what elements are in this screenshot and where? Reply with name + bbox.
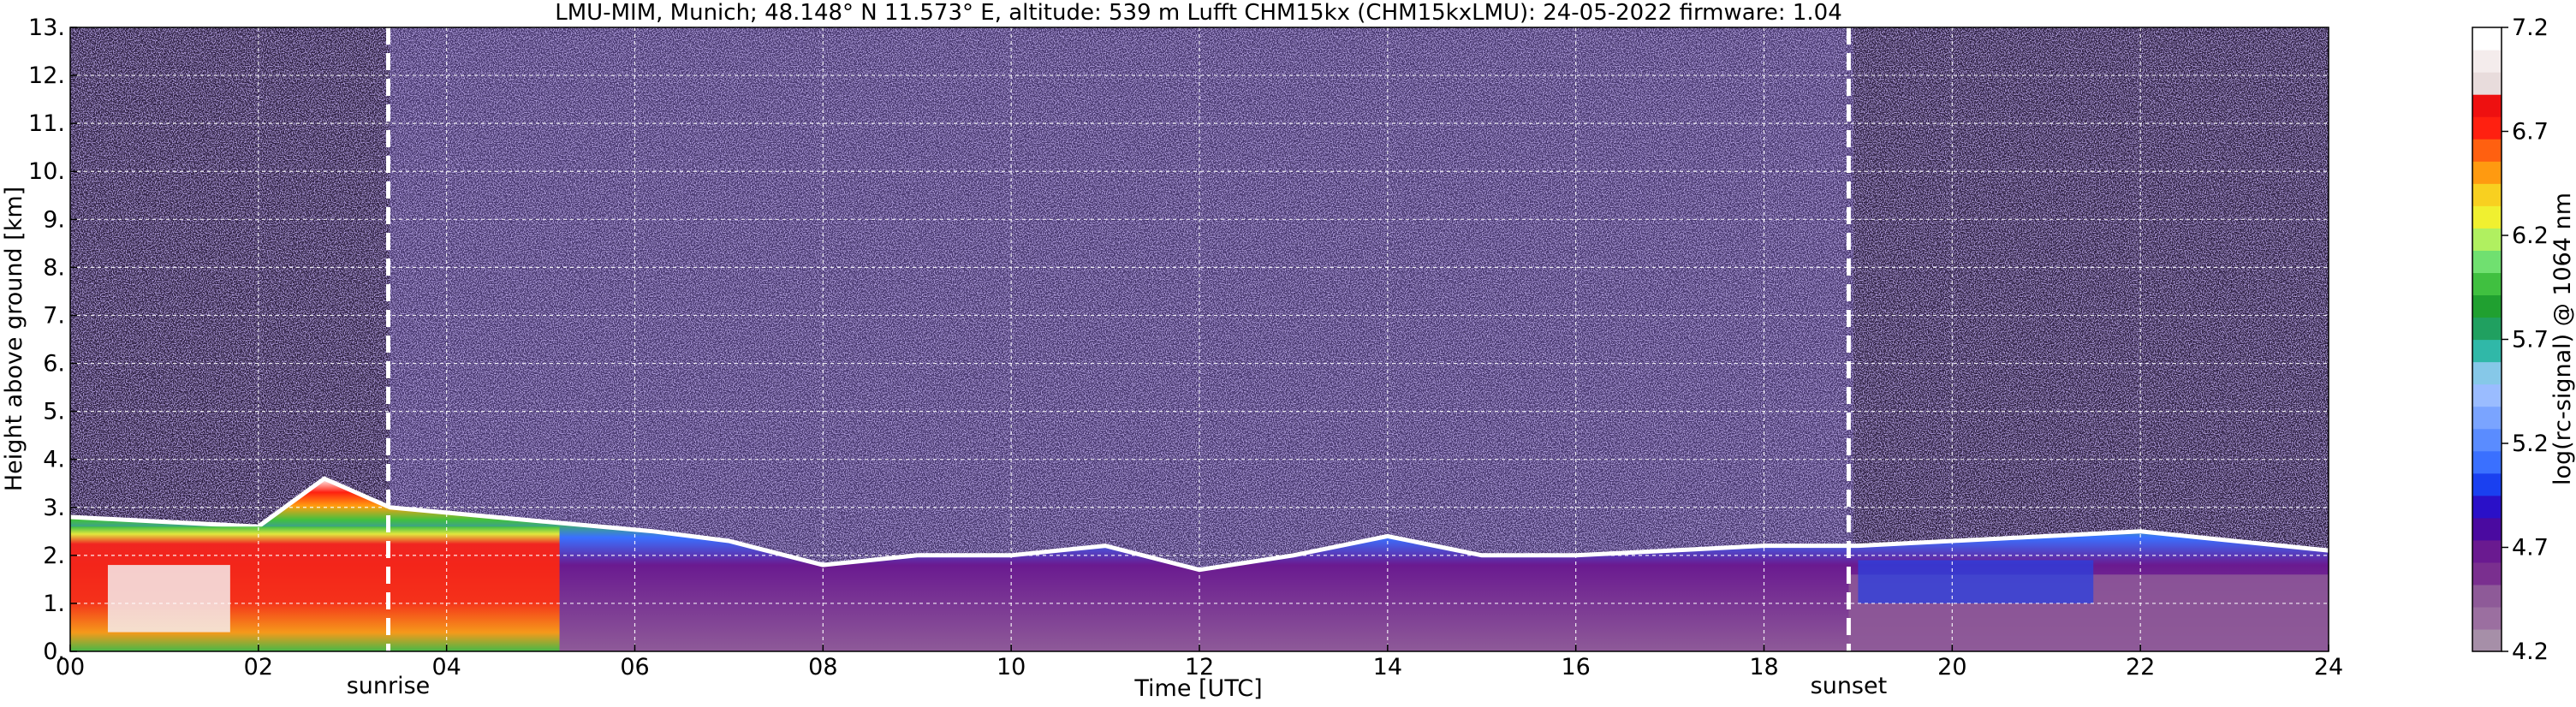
colorbar-tick-label: 6.2 <box>2512 223 2549 249</box>
y-axis-ticks: 0. 1. 2. 3. 4. 5. 6. 7. 8. 9. 10. 11. 12. 13. <box>28 15 77 665</box>
x-tick-label: 02 <box>244 654 273 680</box>
y-tick-label: 7. <box>43 302 65 329</box>
y-tick-label: 2. <box>43 543 65 569</box>
x-tick-label: 10 <box>996 654 1026 680</box>
boundary-layer-signal <box>70 478 2329 651</box>
y-tick-label: 9. <box>43 206 65 233</box>
colorbar-swatch <box>2472 228 2502 251</box>
y-tick-label: 13. <box>28 15 65 41</box>
colorbar-swatch <box>2472 72 2502 95</box>
x-tick-label: 04 <box>431 654 461 680</box>
sun-markers: sunrise sunset <box>347 27 1887 699</box>
grid <box>70 27 2329 651</box>
colorbar-tick-label: 5.2 <box>2512 431 2549 457</box>
sun-marker-label: sunset <box>1811 673 1888 699</box>
colorbar-tick-label: 7.2 <box>2512 15 2549 41</box>
x-tick-label: 14 <box>1373 654 1402 680</box>
morning-cloud-patch <box>107 565 230 633</box>
x-tick-label: 16 <box>1561 654 1590 680</box>
colorbar-swatch <box>2472 183 2502 206</box>
y-tick-label: 4. <box>43 447 65 473</box>
colorbar-tick-label: 4.7 <box>2512 535 2549 561</box>
colorbar-label: log(rc-signal) @ 1064 nm <box>2549 193 2576 485</box>
y-tick-label: 1. <box>43 591 65 617</box>
colorbar-swatch <box>2472 561 2502 585</box>
colorbar-swatch <box>2472 116 2502 140</box>
colorbar-swatch <box>2472 94 2502 117</box>
y-tick-label: 6. <box>43 351 65 377</box>
colorbar-swatch <box>2472 294 2502 318</box>
colorbar-swatch <box>2472 450 2502 474</box>
colorbar-swatch <box>2472 317 2502 341</box>
colorbar-swatch <box>2472 495 2502 519</box>
y-axis-label: Height above ground [km] <box>1 187 27 491</box>
x-axis-ticks: 00 02 04 06 08 10 12 14 16 18 20 22 24 <box>56 645 2343 680</box>
colorbar-swatch <box>2472 161 2502 184</box>
x-tick-label: 12 <box>1185 654 1214 680</box>
chart-title: LMU-MIM, Munich; 48.148° N 11.573° E, al… <box>555 0 1841 26</box>
night-aerosol-layer <box>1858 560 2094 603</box>
x-tick-label: 18 <box>1749 654 1778 680</box>
x-tick-label: 20 <box>1937 654 1966 680</box>
colorbar-swatch <box>2472 27 2502 50</box>
colorbar-swatch <box>2472 250 2502 273</box>
colorbar-swatch <box>2472 606 2502 630</box>
y-tick-label: 11. <box>28 110 65 137</box>
y-tick-label: 3. <box>43 495 65 521</box>
sun-marker-label: sunrise <box>347 673 431 699</box>
colorbar-swatch <box>2472 383 2502 407</box>
y-tick-label: 10. <box>28 158 65 185</box>
colorbar-swatch <box>2472 339 2502 363</box>
y-tick-label: 0. <box>43 639 65 665</box>
x-tick-label: 06 <box>620 654 649 680</box>
colorbar-swatch <box>2472 406 2502 430</box>
colorbar-swatch <box>2472 472 2502 496</box>
colorbar-swatch <box>2472 539 2502 563</box>
x-tick-label: 22 <box>2126 654 2155 680</box>
x-tick-label: 00 <box>56 654 85 680</box>
colorbar-tick-label: 6.7 <box>2512 119 2549 146</box>
colorbar-swatch <box>2472 361 2502 385</box>
colorbar-swatch <box>2472 517 2502 541</box>
colorbar: 4.2 4.7 5.2 5.7 6.2 6.7 7.2 <box>2472 15 2549 665</box>
y-tick-label: 5. <box>43 399 65 425</box>
colorbar-swatch <box>2472 272 2502 296</box>
x-tick-label: 24 <box>2314 654 2343 680</box>
colorbar-swatch <box>2472 139 2502 162</box>
x-tick-label: 08 <box>808 654 837 680</box>
colorbar-swatch <box>2472 205 2502 229</box>
colorbar-swatch <box>2472 428 2502 452</box>
x-axis-label: Time [UTC] <box>1133 675 1262 702</box>
y-tick-label: 8. <box>43 254 65 281</box>
y-tick-label: 12. <box>28 62 65 89</box>
colorbar-tick-label: 4.2 <box>2512 639 2549 665</box>
colorbar-swatch <box>2472 50 2502 73</box>
colorbar-tick-label: 5.7 <box>2512 327 2549 354</box>
colorbar-swatch <box>2472 628 2502 652</box>
colorbar-swatch <box>2472 584 2502 608</box>
